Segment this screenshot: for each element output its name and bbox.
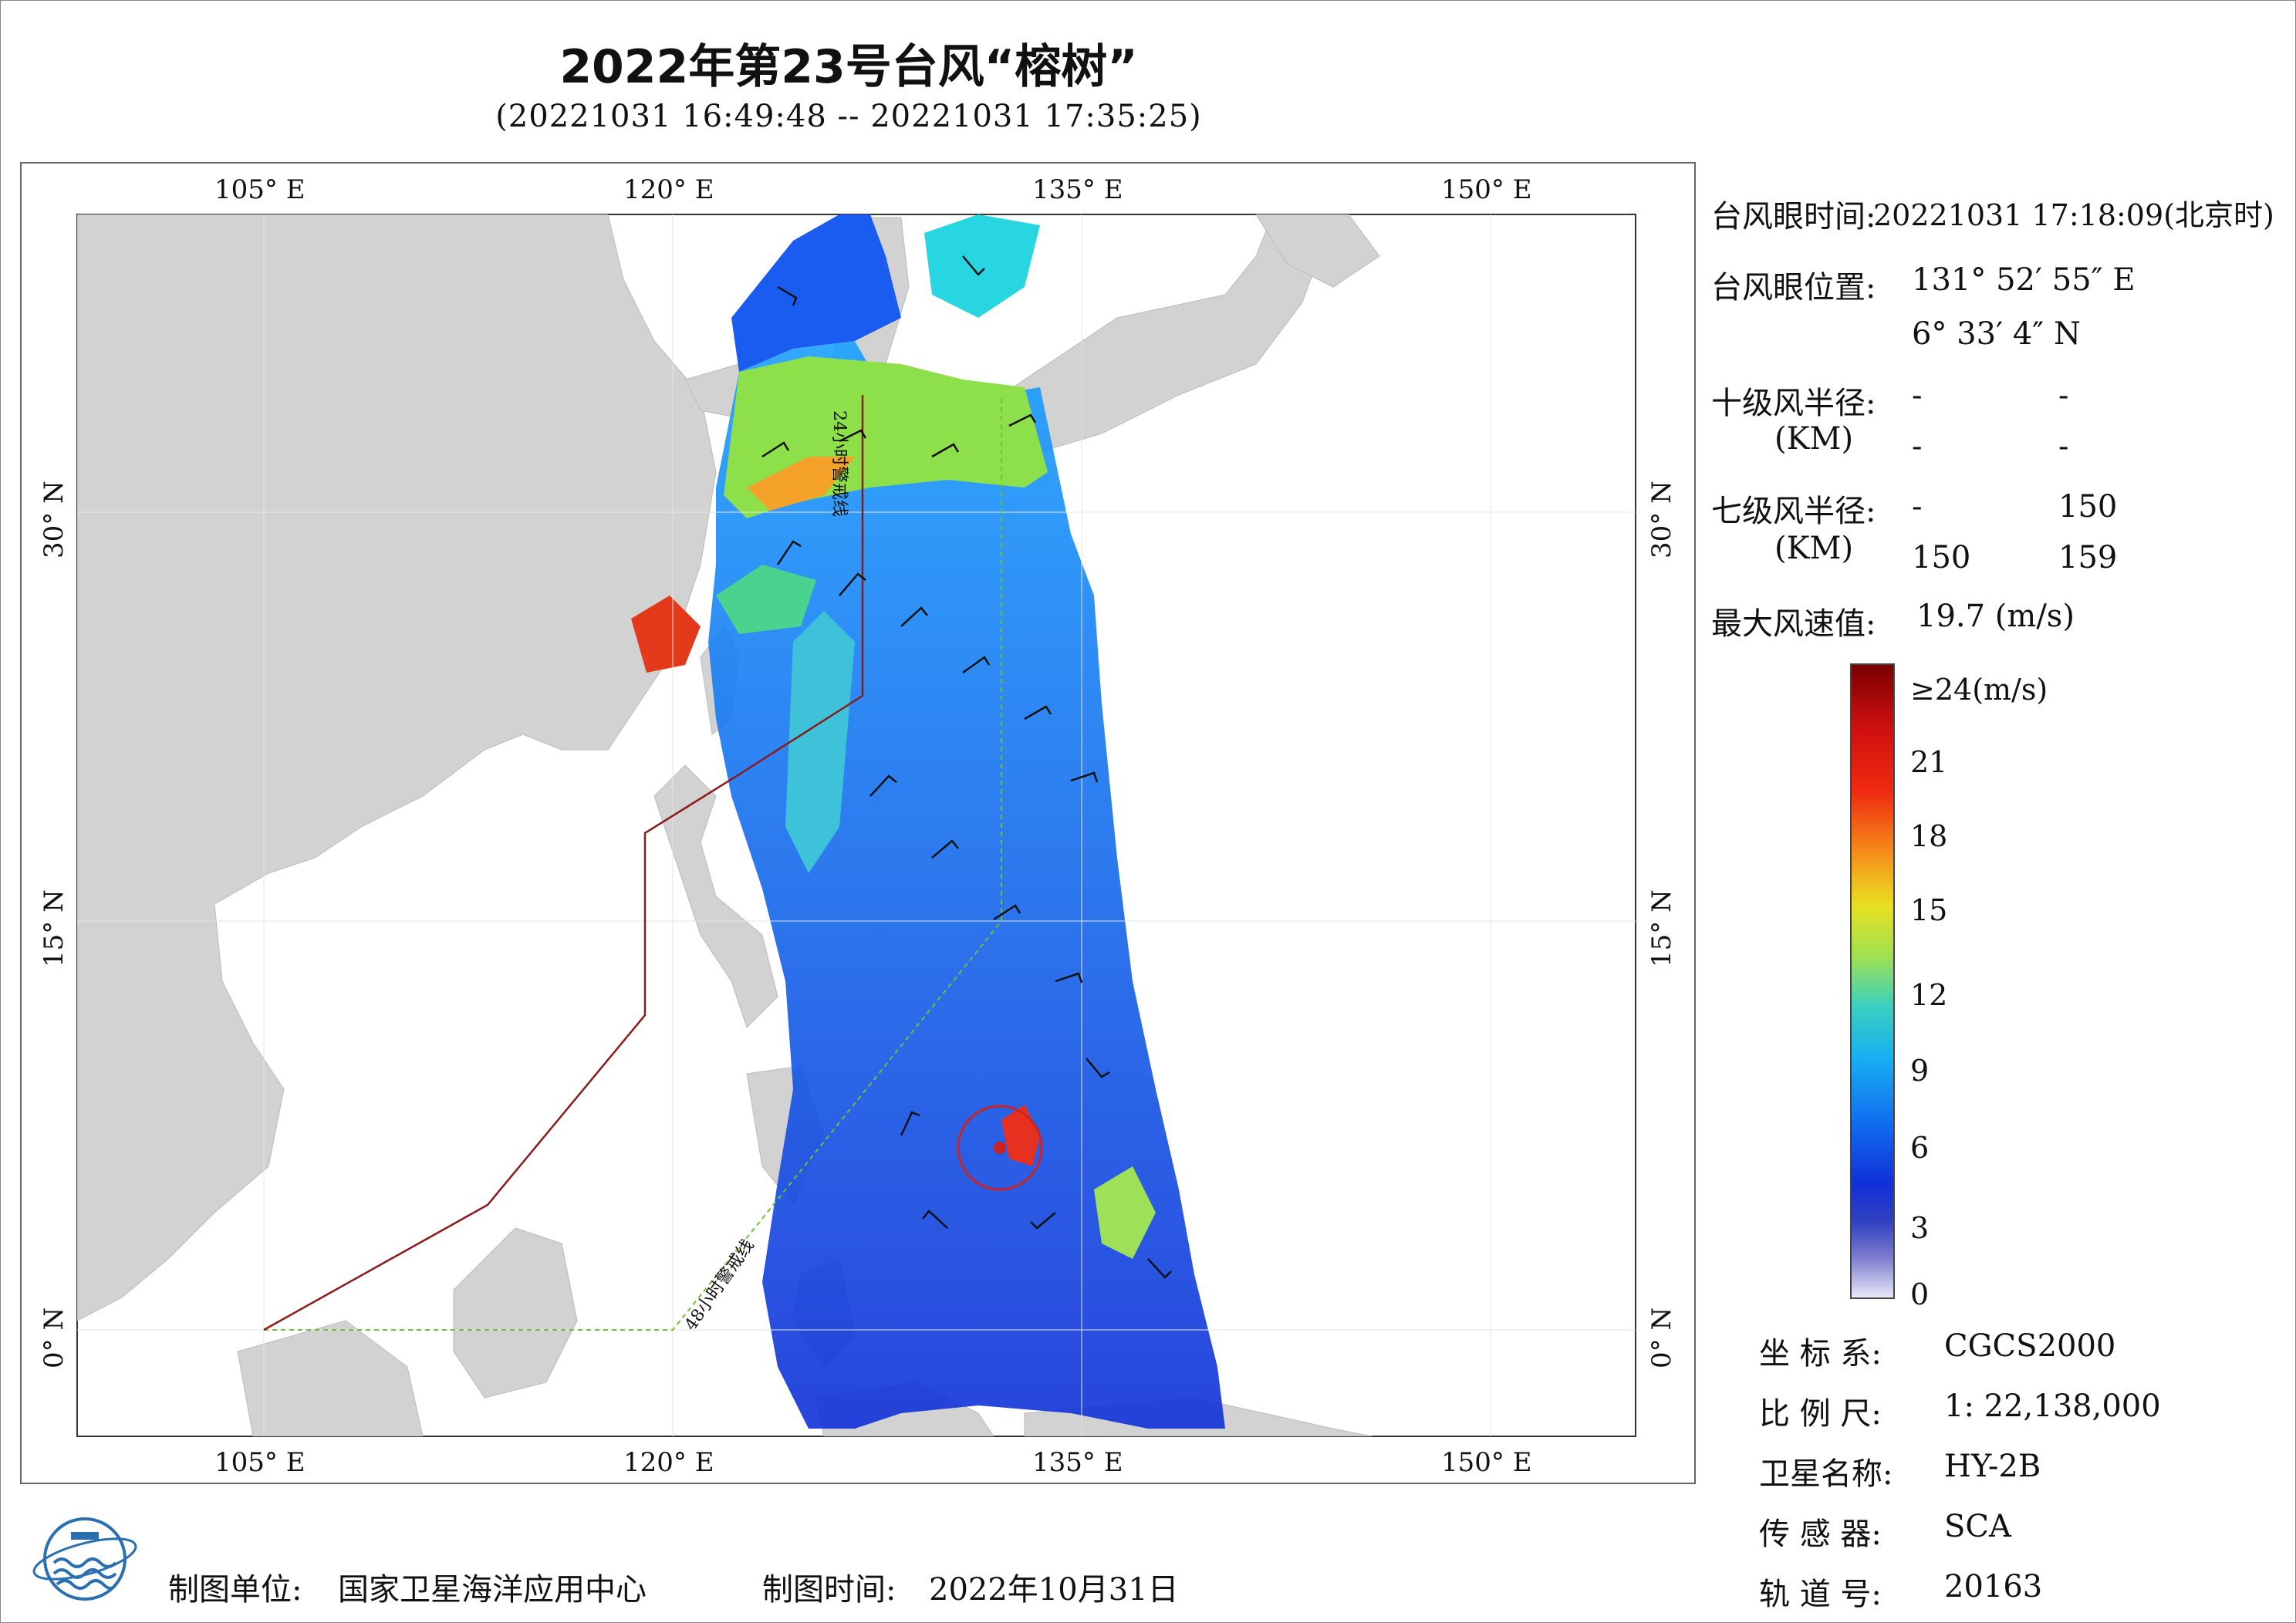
eye-pos-label: 台风眼位置: [1711, 270, 1876, 305]
colorbar-label-9: 9 [1910, 1054, 1930, 1088]
r10-value-nw: - [2058, 429, 2069, 464]
r10-unit: (KM) [1774, 421, 1854, 457]
satellite-value: HY-2B [1944, 1449, 2041, 1484]
colorbar-label-6: 6 [1910, 1131, 1930, 1165]
lon-tick-top-105: 105° E [214, 174, 306, 205]
lat-tick-left-0: 0° N [39, 1307, 69, 1368]
map-subtitle: (20221031 16:49:48 -- 20221031 17:35:25) [495, 99, 1202, 134]
max-wind-label: 最大风速值: [1711, 606, 1876, 642]
orbit-value: 20163 [1944, 1569, 2043, 1604]
footer-org-label: 制图单位: [168, 1572, 302, 1608]
lat-tick-left-15: 15° N [39, 889, 69, 967]
nsoas-logo [32, 1517, 137, 1601]
sensor-label: 传 感 器: [1759, 1517, 1882, 1552]
r7-value-se: 150 [2058, 489, 2118, 525]
r7-value-nw: 159 [2058, 540, 2118, 575]
eye-lat-value: 6° 33′ 4″ N [1912, 316, 2081, 352]
lon-tick-top-135: 135° E [1032, 174, 1123, 205]
lat-tick-right-15: 15° N [1646, 889, 1677, 967]
orbit-label: 轨 道 号: [1759, 1577, 1882, 1612]
wind-swath [631, 214, 1225, 1429]
lat-tick-right-30: 30° N [1646, 481, 1677, 558]
warning-line-48h [264, 395, 1002, 1331]
r7-value-sw: 150 [1912, 540, 1971, 575]
r10-label: 十级风半径: [1711, 386, 1876, 421]
r10-value-sw: - [1912, 429, 1923, 464]
colorbar-label-18: 18 [1910, 819, 1948, 853]
footer-date-value: 2022年10月31日 [929, 1572, 1179, 1608]
eye-lon-value: 131° 52′ 55″ E [1912, 262, 2136, 298]
colorbar-label-24: ≥24(m/s) [1910, 673, 2048, 707]
typhoon-eye-circle [957, 1105, 1043, 1191]
map-title: 2022年第23号台风“榕树” [559, 40, 1138, 94]
map-svg [76, 214, 1636, 1437]
r7-unit: (KM) [1774, 531, 1854, 566]
scale-value: 1: 22,138,000 [1944, 1388, 2161, 1424]
colorbar-label-12: 12 [1910, 978, 1948, 1012]
colorbar-label-15: 15 [1910, 893, 1948, 927]
lat-tick-right-0: 0° N [1646, 1307, 1677, 1368]
eye-time-label: 台风眼时间: [1711, 199, 1876, 235]
lon-tick-bottom-150: 150° E [1441, 1447, 1532, 1478]
colorbar-label-0: 0 [1910, 1277, 1930, 1311]
warning-label-24h: 24小时警戒线 [829, 410, 849, 517]
footer-date-label: 制图时间: [762, 1572, 896, 1608]
lon-tick-bottom-135: 135° E [1032, 1447, 1123, 1478]
sensor-value: SCA [1944, 1509, 2011, 1544]
r10-value-ne: - [1912, 378, 1923, 413]
graticule [77, 214, 1636, 1436]
footer-org-value: 国家卫星海洋应用中心 [338, 1572, 647, 1608]
lat-tick-left-30: 30° N [39, 481, 69, 558]
lon-tick-bottom-120: 120° E [623, 1447, 714, 1478]
r10-value-se: - [2058, 378, 2069, 413]
map-panel[interactable]: 24小时警戒线 48小时警戒线 105° E 120° E 135° E 150… [20, 162, 1696, 1484]
crs-value: CGCS2000 [1944, 1328, 2116, 1364]
satellite-label: 卫星名称: [1759, 1456, 1893, 1492]
lon-tick-top-150: 150° E [1441, 174, 1532, 205]
scale-label: 比 例 尺: [1759, 1396, 1882, 1432]
eye-time-value: 20221031 17:18:09(北京时) [1873, 198, 2274, 232]
r7-label: 七级风半径: [1711, 494, 1876, 529]
lon-tick-bottom-105: 105° E [214, 1447, 306, 1478]
warning-line-24h [263, 395, 864, 1331]
colorbar-label-21: 21 [1910, 745, 1948, 779]
crs-label: 坐 标 系: [1759, 1336, 1882, 1372]
wind-barbs [761, 255, 1172, 1279]
colorbar [1850, 663, 1895, 1299]
typhoon-eye [994, 1142, 1006, 1154]
colorbar-label-3: 3 [1910, 1211, 1930, 1245]
max-wind-value: 19.7 (m/s) [1916, 599, 2075, 634]
lon-tick-top-120: 120° E [623, 174, 714, 205]
r7-value-ne: - [1912, 489, 1923, 525]
